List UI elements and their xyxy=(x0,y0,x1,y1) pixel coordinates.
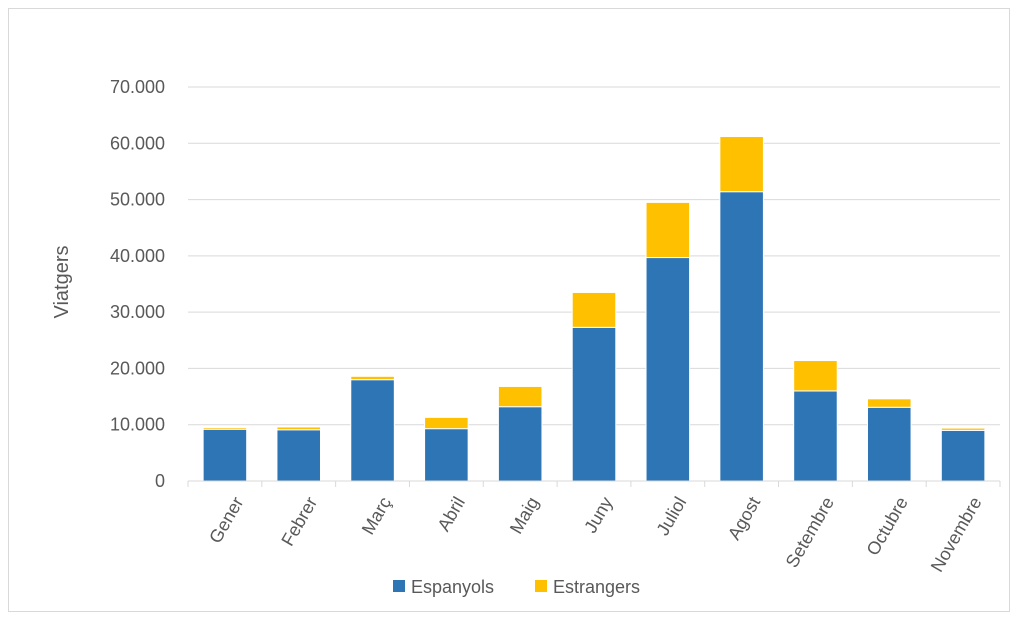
x-tick-label: Març xyxy=(358,493,395,538)
legend-label-estrangers: Estrangers xyxy=(553,577,640,597)
bar-estrangers-maig xyxy=(497,385,543,408)
x-tick-label: Juliol xyxy=(653,493,691,539)
x-tick-label: Abril xyxy=(434,493,469,534)
x-tick-labels: Gener Febrer Març Abril Maig Juny Juliol Agost S… xyxy=(205,493,986,575)
bar-espanyols-octubre xyxy=(866,406,912,482)
y-tick-labels: 0 10.000 20.000 30.000 40.000 50.000 60.000 70.… xyxy=(110,77,165,491)
y-axis-title: Viatgers xyxy=(51,245,73,318)
gridlines xyxy=(188,86,1000,426)
x-tick-label: Setembre xyxy=(782,493,838,571)
x-tick-label: Gener xyxy=(205,493,247,546)
bar-estrangers-març xyxy=(350,375,395,381)
bar-estrangers-novembre xyxy=(940,427,986,431)
y-tick-label: 30.000 xyxy=(110,302,165,322)
y-tick-label: 10.000 xyxy=(110,415,165,435)
bars xyxy=(202,136,986,482)
x-tick-label: Agost xyxy=(724,493,764,543)
bar-estrangers-gener xyxy=(202,427,248,430)
y-tick-label: 60.000 xyxy=(110,133,165,153)
x-tick-label: Novembre xyxy=(927,493,986,575)
bar-espanyols-març xyxy=(350,379,395,482)
y-tick-label: 20.000 xyxy=(110,358,165,378)
bar-estrangers-agost xyxy=(719,136,764,193)
bar-espanyols-febrer xyxy=(276,429,322,482)
bar-espanyols-abril xyxy=(424,428,469,482)
y-tick-label: 40.000 xyxy=(110,246,165,266)
legend-label-espanyols: Espanyols xyxy=(411,577,494,597)
axes xyxy=(187,480,1001,487)
bar-estrangers-abril xyxy=(424,416,469,430)
bar-espanyols-maig xyxy=(497,406,543,482)
bar-espanyols-setembre xyxy=(793,390,838,482)
legend-swatch-espanyols xyxy=(393,580,405,592)
bar-espanyols-novembre xyxy=(940,429,986,482)
bar-espanyols-gener xyxy=(202,428,248,482)
y-tick-label: 70.000 xyxy=(110,77,165,97)
x-tick-label: Octubre xyxy=(862,493,911,558)
bar-espanyols-agost xyxy=(719,191,764,482)
legend: Espanyols Estrangers xyxy=(393,577,640,597)
bar-estrangers-juliol xyxy=(645,201,691,259)
x-tick-label: Maig xyxy=(506,493,543,537)
chart-frame xyxy=(8,8,1010,612)
x-tick-label: Febrer xyxy=(277,493,321,549)
legend-swatch-estrangers xyxy=(535,580,547,592)
y-tick-label: 0 xyxy=(155,471,165,491)
bar-estrangers-octubre xyxy=(866,398,912,408)
bar-espanyols-juny xyxy=(571,326,617,482)
bar-estrangers-juny xyxy=(571,291,617,328)
bar-espanyols-juliol xyxy=(645,257,691,482)
bar-estrangers-setembre xyxy=(793,360,838,392)
bar-estrangers-febrer xyxy=(276,426,322,431)
y-tick-label: 50.000 xyxy=(110,190,165,210)
x-tick-label: Juny xyxy=(580,493,616,536)
